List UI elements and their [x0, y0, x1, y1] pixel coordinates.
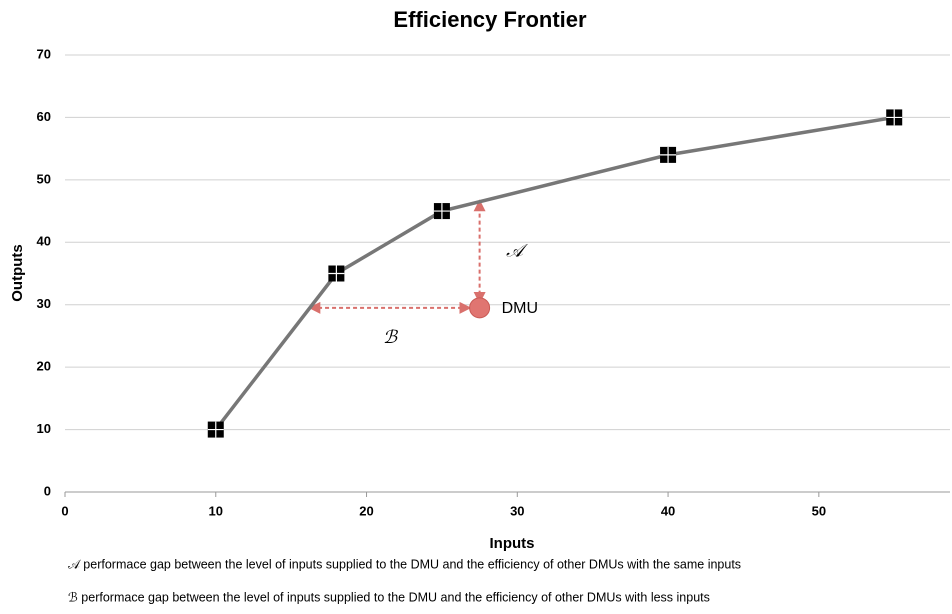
y-tick-label: 40: [37, 234, 51, 249]
marker-cross: [660, 146, 677, 163]
y-axis-label: Outputs: [9, 244, 26, 302]
x-tick-label: 40: [661, 503, 675, 518]
y-tick-label: 70: [37, 46, 51, 61]
x-tick-label: 50: [812, 503, 826, 518]
y-tick-label: 30: [37, 296, 51, 311]
y-tick-label: 60: [37, 109, 51, 124]
footnote: 𝒜 performace gap between the level of in…: [68, 557, 741, 571]
x-tick-label: 20: [359, 503, 373, 518]
y-tick-label: 50: [37, 171, 51, 186]
dmu-point: [469, 297, 491, 319]
frontier-line: [214, 115, 895, 431]
y-tick-label: 10: [37, 421, 51, 436]
y-tick-label: 0: [44, 483, 51, 498]
chart-title: Efficiency Frontier: [393, 7, 587, 32]
dmu-label: DMU: [502, 300, 538, 317]
arrow-label: 𝒜: [506, 241, 528, 262]
arrow-label: ℬ: [383, 327, 399, 348]
x-tick-label: 30: [510, 503, 524, 518]
footnote: ℬ performace gap between the level of in…: [68, 590, 710, 604]
x-axis-label: Inputs: [490, 535, 535, 552]
x-tick-label: 0: [61, 503, 68, 518]
marker-cross: [207, 421, 224, 438]
y-tick-label: 20: [37, 359, 51, 374]
marker-cross: [433, 203, 450, 220]
marker-cross: [886, 109, 903, 126]
x-tick-label: 10: [209, 503, 223, 518]
marker-cross: [328, 265, 345, 282]
